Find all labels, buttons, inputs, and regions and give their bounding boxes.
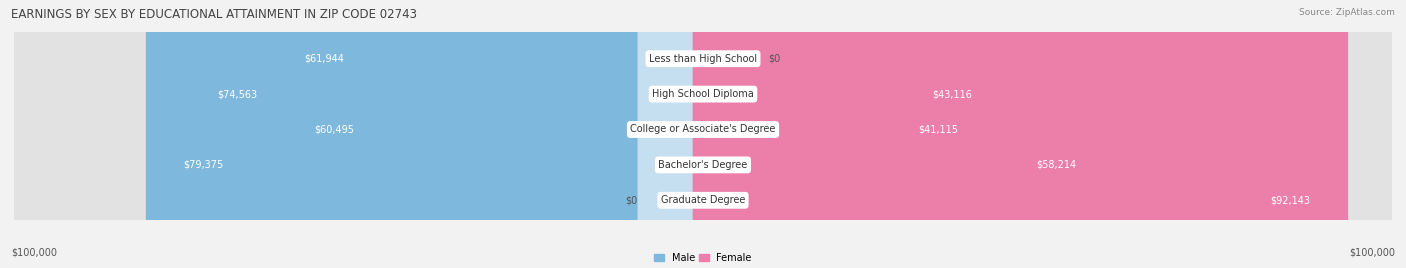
Text: $100,000: $100,000: [1348, 247, 1395, 257]
FancyBboxPatch shape: [4, 0, 1402, 268]
Text: High School Diploma: High School Diploma: [652, 89, 754, 99]
FancyBboxPatch shape: [637, 0, 713, 268]
Text: $74,563: $74,563: [217, 89, 257, 99]
FancyBboxPatch shape: [693, 0, 997, 268]
Legend: Male, Female: Male, Female: [654, 253, 752, 263]
Text: $61,944: $61,944: [304, 54, 343, 64]
FancyBboxPatch shape: [266, 0, 713, 268]
FancyBboxPatch shape: [4, 0, 1402, 268]
Text: $41,115: $41,115: [918, 125, 959, 135]
Text: Less than High School: Less than High School: [650, 54, 756, 64]
Text: College or Associate's Degree: College or Associate's Degree: [630, 125, 776, 135]
Text: $100,000: $100,000: [11, 247, 58, 257]
Text: $92,143: $92,143: [1270, 195, 1310, 205]
FancyBboxPatch shape: [179, 0, 713, 268]
FancyBboxPatch shape: [693, 0, 1011, 268]
Text: $43,116: $43,116: [932, 89, 973, 99]
FancyBboxPatch shape: [146, 0, 713, 268]
Text: $0: $0: [769, 54, 780, 64]
Text: $60,495: $60,495: [314, 125, 354, 135]
Text: Bachelor's Degree: Bachelor's Degree: [658, 160, 748, 170]
FancyBboxPatch shape: [693, 0, 769, 268]
FancyBboxPatch shape: [4, 0, 1402, 268]
Text: $0: $0: [626, 195, 637, 205]
FancyBboxPatch shape: [4, 0, 1402, 268]
Text: Source: ZipAtlas.com: Source: ZipAtlas.com: [1299, 8, 1395, 17]
Text: EARNINGS BY SEX BY EDUCATIONAL ATTAINMENT IN ZIP CODE 02743: EARNINGS BY SEX BY EDUCATIONAL ATTAINMEN…: [11, 8, 418, 21]
FancyBboxPatch shape: [4, 0, 1402, 268]
Text: $58,214: $58,214: [1036, 160, 1077, 170]
FancyBboxPatch shape: [276, 0, 713, 268]
Text: $79,375: $79,375: [184, 160, 224, 170]
Text: Graduate Degree: Graduate Degree: [661, 195, 745, 205]
FancyBboxPatch shape: [693, 0, 1348, 268]
FancyBboxPatch shape: [693, 0, 1115, 268]
